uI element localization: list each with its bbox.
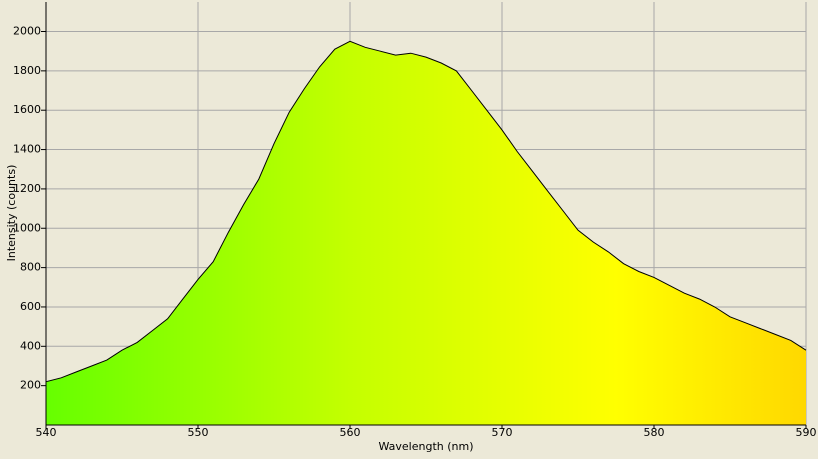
y-tick-label: 2000	[13, 25, 41, 38]
x-axis-label: Wavelength (nm)	[378, 440, 473, 453]
y-tick-label: 400	[20, 339, 41, 352]
x-tick-label: 570	[492, 426, 513, 439]
x-tick-label: 560	[340, 426, 361, 439]
line	[45, 40, 807, 383]
y-axis-label: Intensity (counts)	[5, 165, 18, 262]
x-tick-label: 580	[644, 426, 665, 439]
plot	[45, 40, 807, 426]
x-tick-label: 540	[36, 426, 57, 439]
axes: 200 400 600 800 1000 1200 1400 1600 1800 2000 540 5…	[13, 2, 817, 439]
x-tick-label: 590	[796, 426, 817, 439]
y-tick-label: 1200	[13, 182, 41, 195]
y-tick-label: 1600	[13, 103, 41, 116]
y-tick-label: 600	[20, 300, 41, 313]
y-tick-label: 200	[20, 379, 41, 392]
y-tick-label: 1000	[13, 221, 41, 234]
y-tick-label: 1800	[13, 64, 41, 77]
x-tick-label: 550	[188, 426, 209, 439]
y-tick-label: 800	[20, 261, 41, 274]
y-tick-label: 1400	[13, 143, 41, 156]
area	[46, 41, 806, 426]
